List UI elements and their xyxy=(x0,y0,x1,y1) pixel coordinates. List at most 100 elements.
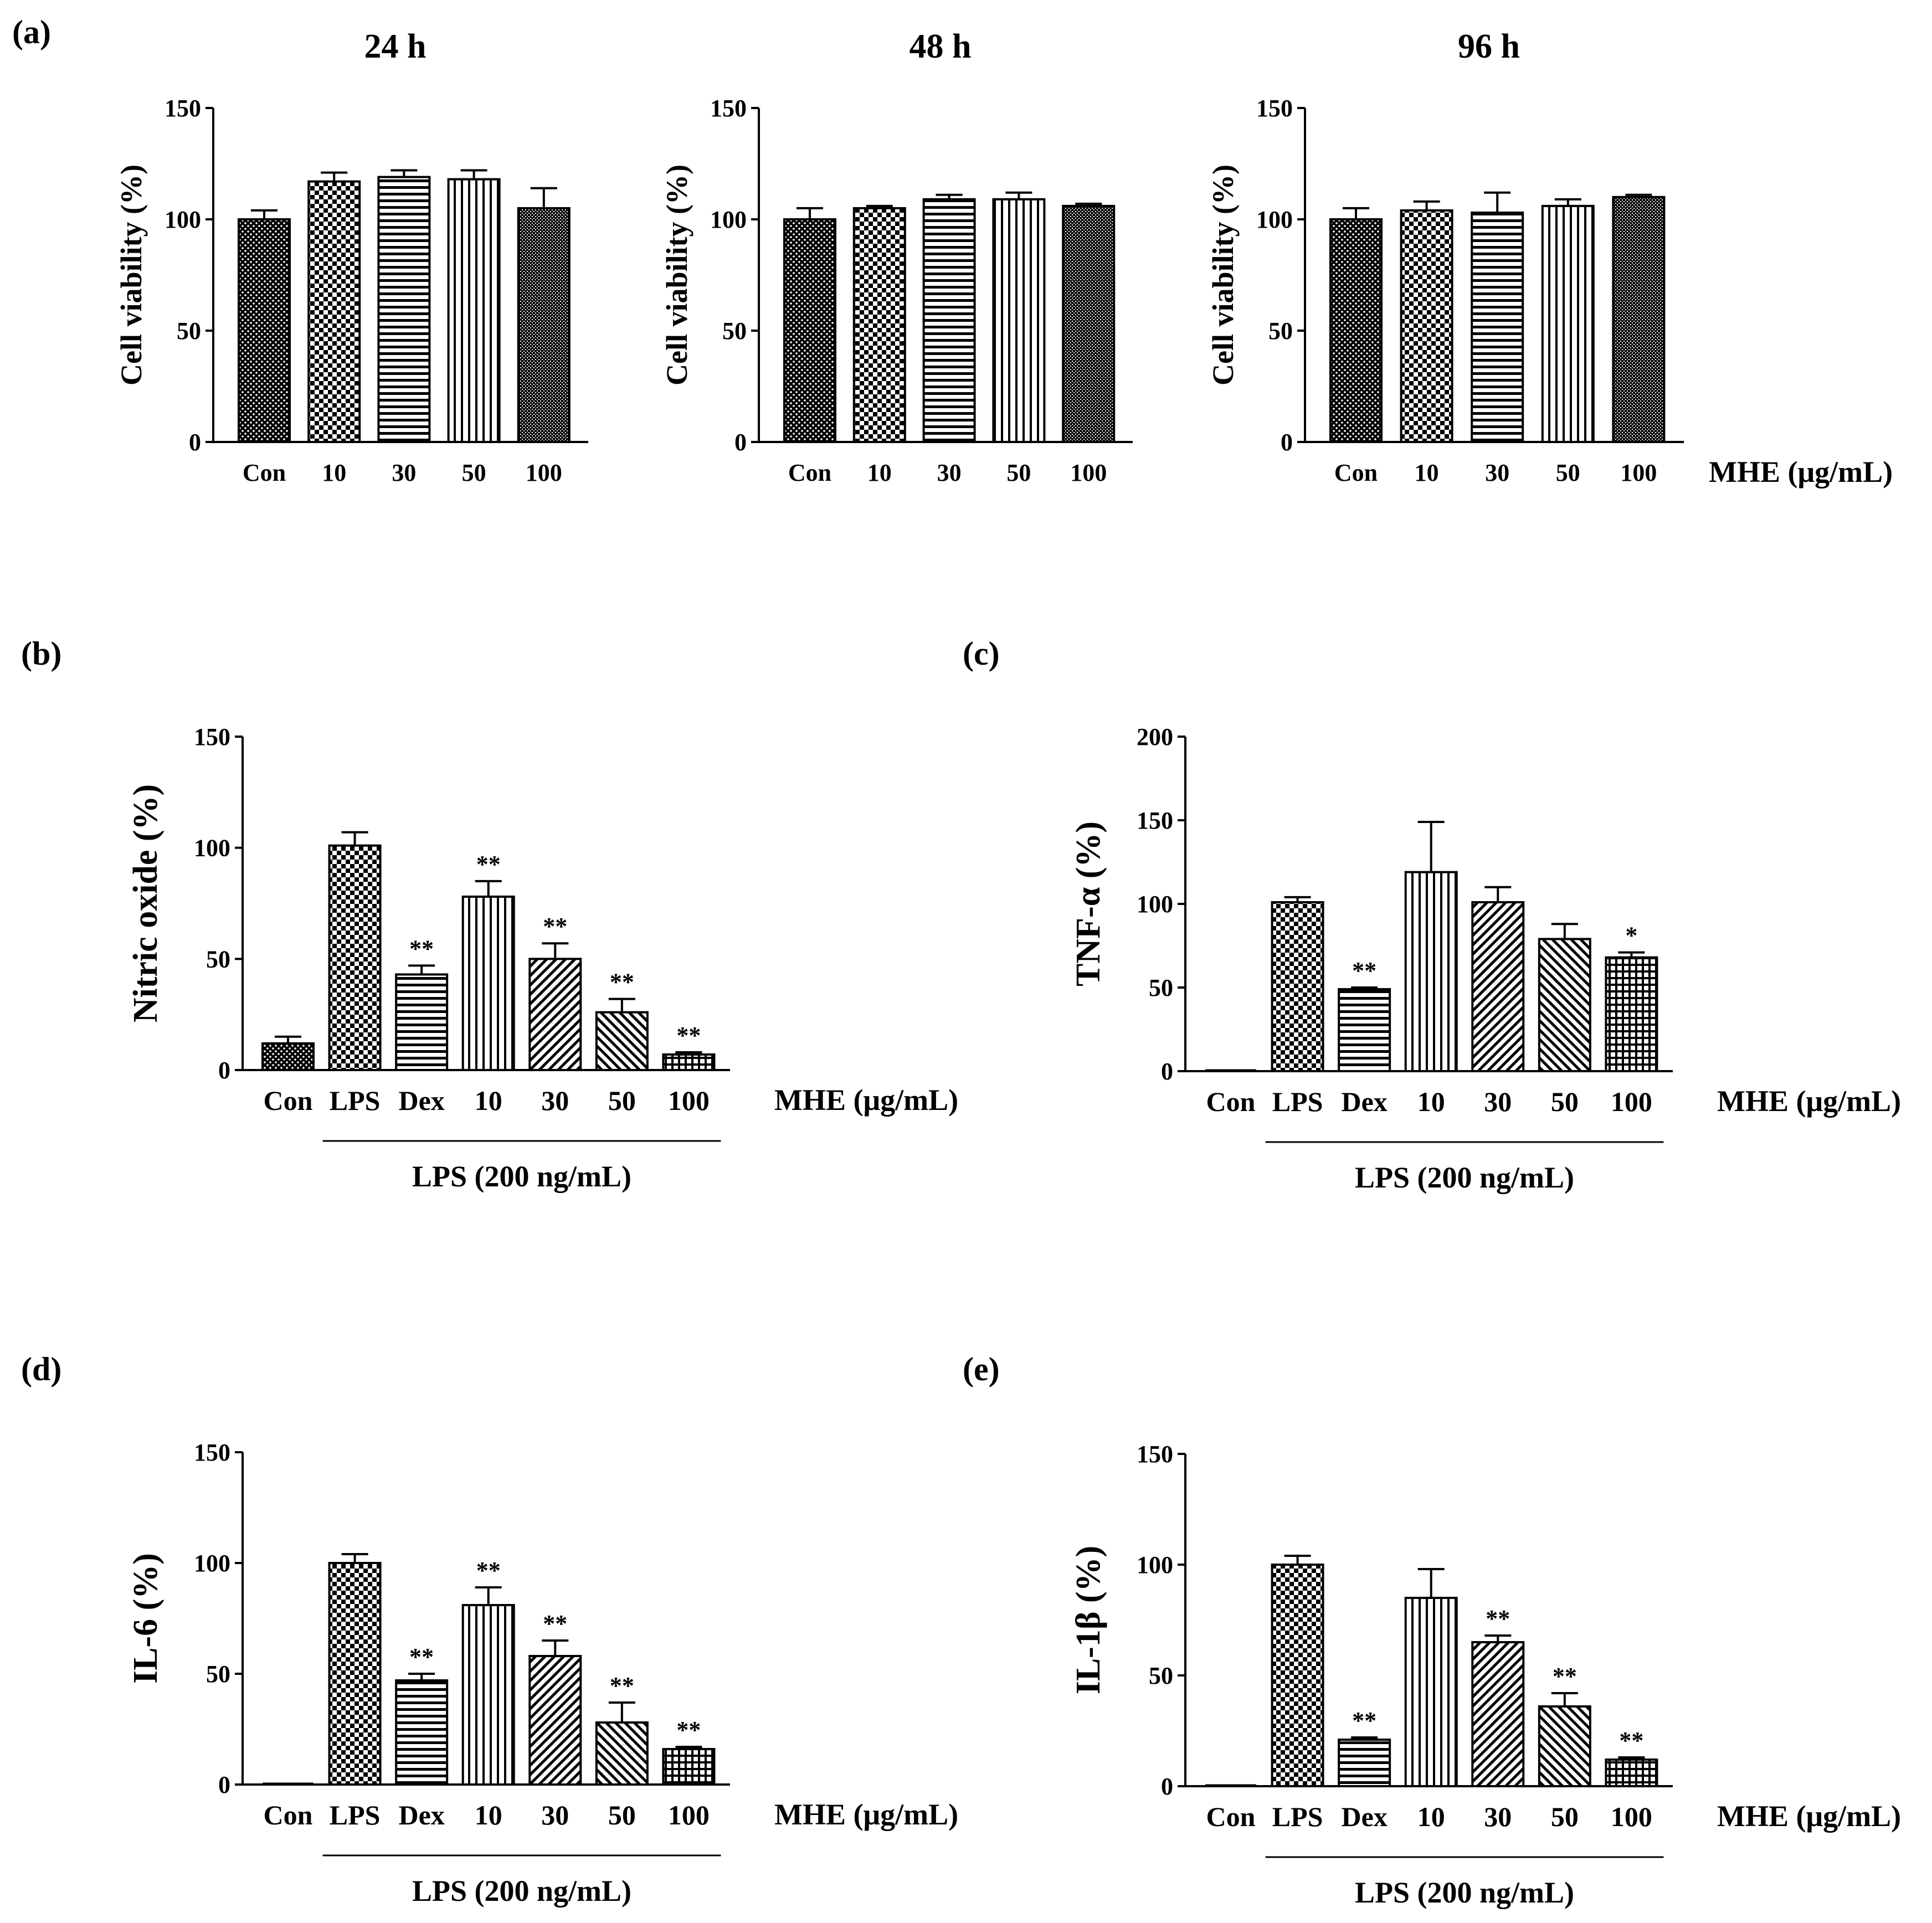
y-tick-label: 50 xyxy=(1149,1662,1173,1689)
y-tick-label: 0 xyxy=(1161,1058,1173,1085)
bar-100 xyxy=(662,1053,716,1071)
category-label: Con xyxy=(264,1799,313,1831)
significance-label: ** xyxy=(676,1022,701,1049)
chart-a-48h: 0 50 100 150 Cell viability (%) 48 h Con 10 30 50… xyxy=(660,28,1133,486)
y-tick-label: 0 xyxy=(734,429,747,456)
category-label: 100 xyxy=(526,459,562,486)
y-axis-label: Cell viability (%) xyxy=(660,164,693,385)
category-label: Con xyxy=(243,459,286,486)
bar-10 xyxy=(1400,209,1453,443)
category-label: Con xyxy=(788,459,831,486)
y-tick-label: 50 xyxy=(722,317,747,345)
bar-50 xyxy=(595,1721,649,1786)
chart-title: 24 h xyxy=(364,28,427,65)
significance-label: ** xyxy=(476,851,501,878)
bar-LPS xyxy=(328,1562,382,1786)
category-label: Dex xyxy=(398,1799,444,1831)
category-label: 50 xyxy=(462,459,486,486)
bar-50 xyxy=(992,198,1046,443)
x-axis-label: MHE (μg/mL) xyxy=(1709,455,1893,489)
category-label: LPS xyxy=(330,1799,381,1831)
y-axis-label: Nitric oxide (%) xyxy=(127,784,165,1022)
chart-c-tnf: 0 50 100 150 200 TNF-α (%) Con LPS ** Dex 10 30 50 * 1… xyxy=(1070,723,1901,1194)
bar-LPS xyxy=(1271,1564,1324,1787)
panel-label-c: (c) xyxy=(963,635,1000,672)
y-tick-label: 100 xyxy=(1256,206,1293,233)
bar-50 xyxy=(595,1011,649,1071)
category-label: LPS xyxy=(1272,1086,1323,1117)
bar-10 xyxy=(1404,871,1458,1072)
category-label: 100 xyxy=(1611,1086,1652,1117)
significance-label: ** xyxy=(409,1643,434,1670)
y-tick-label: 150 xyxy=(1137,1441,1173,1468)
significance-label: ** xyxy=(1486,1605,1510,1632)
bar-100 xyxy=(1612,196,1666,443)
category-label: Dex xyxy=(1341,1086,1387,1117)
chart-b-no: 0 50 100 150 Nitric oxide (%) Con LPS ** Dex ** 10… xyxy=(127,723,958,1193)
significance-label: ** xyxy=(1352,1707,1376,1734)
bar-50 xyxy=(1538,1705,1591,1787)
category-label: 10 xyxy=(475,1799,502,1831)
y-tick-label: 50 xyxy=(206,1660,230,1688)
bar-Con xyxy=(238,218,291,443)
category-label: 30 xyxy=(1485,459,1509,486)
y-tick-label: 100 xyxy=(1137,1551,1173,1578)
category-label: 30 xyxy=(541,1085,569,1116)
category-label: Dex xyxy=(1341,1801,1387,1832)
chart-title: 48 h xyxy=(910,28,972,65)
category-label: 50 xyxy=(608,1799,636,1831)
category-label: 10 xyxy=(867,459,892,486)
y-tick-label: 150 xyxy=(194,1439,230,1466)
y-tick-label: 0 xyxy=(1281,429,1293,456)
chart-d-il6: 0 50 100 150 IL-6 (%) Con LPS ** Dex ** 10 ** 30 ** 50… xyxy=(127,1439,958,1907)
significance-label: ** xyxy=(543,913,567,940)
category-label: Con xyxy=(1334,459,1378,486)
y-tick-label: 0 xyxy=(218,1057,230,1084)
significance-label: * xyxy=(1625,922,1637,949)
y-axis-label: IL-6 (%) xyxy=(127,1553,165,1684)
y-axis-label: Cell viability (%) xyxy=(1206,164,1240,385)
y-tick-label: 150 xyxy=(194,723,230,750)
bar-Con xyxy=(1329,218,1383,443)
y-axis-label: TNF-α (%) xyxy=(1070,821,1107,986)
category-label: 50 xyxy=(1556,459,1580,486)
category-label: 50 xyxy=(1551,1801,1579,1832)
category-label: Con xyxy=(1206,1086,1256,1117)
lps-group-label: LPS (200 ng/mL) xyxy=(1355,1876,1574,1909)
y-tick-label: 200 xyxy=(1137,723,1173,750)
y-tick-label: 150 xyxy=(1137,807,1173,834)
lps-group-label: LPS (200 ng/mL) xyxy=(412,1160,631,1193)
bar-50 xyxy=(1538,938,1591,1073)
category-label: 10 xyxy=(322,459,346,486)
significance-label: ** xyxy=(676,1716,701,1744)
y-tick-label: 150 xyxy=(1256,95,1293,122)
category-label: Dex xyxy=(398,1085,444,1116)
y-axis-label: Cell viability (%) xyxy=(115,164,148,385)
bar-10 xyxy=(852,207,906,443)
category-label: 50 xyxy=(608,1085,636,1116)
significance-label: ** xyxy=(1352,957,1376,984)
bar-100 xyxy=(1062,204,1116,443)
bar-Dex xyxy=(395,1679,449,1786)
x-axis-label: MHE (μg/mL) xyxy=(1717,1084,1901,1118)
chart-e-il1b: 0 50 100 150 IL-1β (%) Con LPS ** Dex 10 ** 30 ** 50 *… xyxy=(1070,1441,1901,1909)
bar-10 xyxy=(461,895,515,1071)
panel-label-a: (a) xyxy=(12,14,51,50)
y-tick-label: 50 xyxy=(1268,317,1293,345)
category-label: 100 xyxy=(1611,1801,1652,1832)
significance-label: ** xyxy=(610,969,634,996)
y-tick-label: 0 xyxy=(218,1771,230,1798)
significance-label: ** xyxy=(409,935,434,962)
bar-100 xyxy=(517,207,571,443)
bar-Con xyxy=(261,1042,315,1071)
significance-label: ** xyxy=(476,1557,501,1584)
category-label: 100 xyxy=(1620,459,1657,486)
category-label: 50 xyxy=(1006,459,1031,486)
category-label: LPS xyxy=(330,1085,381,1116)
y-tick-label: 150 xyxy=(165,95,201,122)
bar-Dex xyxy=(1338,988,1391,1073)
category-label: 100 xyxy=(668,1799,710,1831)
y-tick-label: 100 xyxy=(194,1550,230,1577)
y-tick-label: 100 xyxy=(1137,891,1173,918)
